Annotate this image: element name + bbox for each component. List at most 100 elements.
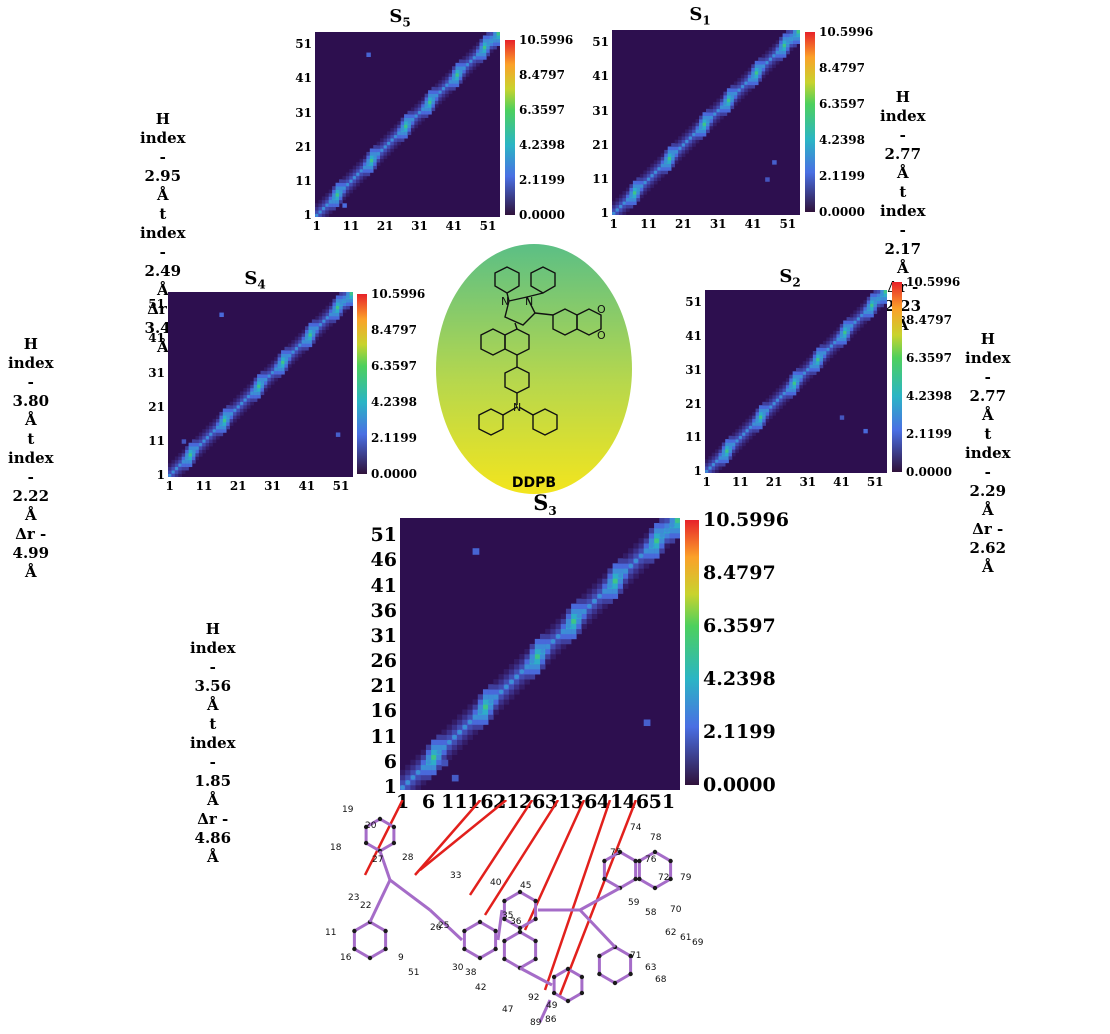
heatmap-cell: [414, 107, 419, 112]
heatmap-cell: [873, 310, 878, 315]
heatmap-cell: [738, 439, 743, 443]
heatmap-cell: [451, 744, 458, 751]
heatmap-cell: [420, 754, 427, 761]
heatmap-cell: [775, 405, 780, 409]
atom-node: [617, 849, 623, 855]
heatmap-cell: [458, 79, 463, 84]
heatmap-cell: [667, 163, 672, 168]
atom-number: 22: [360, 901, 371, 911]
heatmap-cell: [685, 143, 689, 147]
heatmap-cell: [775, 395, 780, 399]
heatmap-cell: [462, 729, 468, 735]
heatmap-cell: [250, 384, 254, 389]
heatmap-cell: [342, 309, 347, 313]
heatmap-cell: [733, 84, 738, 89]
heatmap-cell: [632, 194, 637, 199]
heatmap-cell: [226, 422, 230, 426]
index-line: H index - 2.77 Å: [880, 88, 926, 182]
heatmap-cell: [246, 391, 251, 396]
heatmap-cell: [400, 124, 405, 129]
atom-node: [628, 953, 633, 959]
atom-node: [628, 971, 633, 977]
heatmap-cell: [318, 199, 323, 204]
heatmap-cell: [332, 203, 336, 208]
heatmap-cell: [688, 129, 693, 134]
heatmap-cell: [188, 463, 193, 468]
heatmap-cell: [479, 42, 484, 47]
heatmap-cell: [612, 563, 619, 569]
heatmap-cell: [709, 112, 714, 116]
heatmap-cell: [467, 724, 473, 730]
panel-title-sub: 4: [257, 277, 266, 292]
heatmap-cell: [462, 719, 468, 725]
heatmap-cell: [826, 340, 830, 345]
heatmap-cell: [441, 97, 446, 101]
heatmap-cell: [880, 290, 884, 294]
heatmap-cell: [880, 300, 884, 304]
heatmap-cell: [524, 648, 530, 655]
colorbar-tick-label: 10.5996: [519, 33, 574, 47]
index-line: t index - 2.22 Å: [8, 430, 54, 524]
heatmap-diagonal-point: [346, 295, 350, 299]
heatmap-cell: [782, 50, 787, 55]
heatmap-cell: [669, 528, 676, 534]
atom-node: [668, 876, 673, 882]
heatmap-cell: [873, 303, 878, 308]
heatmap-cell: [802, 364, 807, 369]
heatmap-cell: [802, 378, 807, 382]
colorbar-tick-label: 2.1199: [519, 173, 565, 187]
y-tick-label: 21: [592, 137, 609, 152]
heatmap-cell: [462, 709, 468, 715]
heatmap-cell: [748, 435, 753, 440]
heatmap-cell: [643, 538, 650, 544]
heatmap-cell: [726, 88, 731, 92]
colorbar-tick-label: 4.2398: [819, 133, 865, 147]
heatmap-cell: [702, 115, 707, 120]
heatmap-cell: [362, 169, 367, 173]
heatmap-cell: [205, 439, 210, 444]
heatmap-cell: [185, 466, 189, 471]
heatmap-cell: [472, 704, 479, 710]
heatmap-cell: [482, 699, 489, 705]
colorbar-tick-label: 10.5996: [906, 275, 961, 289]
heatmap-cell: [738, 425, 743, 430]
heatmap-cell: [519, 664, 525, 670]
heatmap-cell: [174, 459, 179, 464]
heatmap-plot: [612, 30, 800, 215]
heatmap-cell: [748, 432, 753, 437]
heatmap-cell: [617, 578, 624, 584]
heatmap-cell: [806, 371, 810, 376]
heatmap-cell: [695, 132, 700, 137]
heatmap-diagonal-point: [728, 446, 732, 450]
heatmap-cell: [648, 533, 655, 539]
heatmap-diagonal-point: [493, 35, 497, 39]
heatmap-cell: [721, 459, 726, 464]
heatmap-cell: [404, 127, 408, 132]
heatmap-cell: [362, 172, 367, 177]
y-tick-label: 21: [685, 396, 702, 411]
x-tick-label: 11: [441, 791, 468, 813]
heatmap-cell: [628, 558, 634, 564]
heatmap-cell: [325, 193, 330, 197]
heatmap-cell: [455, 83, 460, 88]
heatmap-cell: [719, 115, 724, 120]
atom-number: 51: [408, 968, 419, 978]
heatmap-diagonal-point: [727, 98, 731, 102]
heatmap-diagonal-point: [240, 401, 244, 405]
atom-number: 92: [528, 993, 539, 1003]
heatmap-cell: [346, 302, 350, 307]
heatmap-diagonal-point: [342, 299, 346, 303]
heatmap-cell: [768, 53, 773, 58]
heatmap-diagonal-point: [373, 155, 377, 159]
heatmap-cell: [688, 139, 693, 144]
heatmap-cell: [839, 327, 844, 331]
atom-node: [652, 885, 658, 891]
heatmap-cell: [660, 153, 665, 158]
heatmap-cell: [212, 432, 217, 437]
heatmap-diagonal-point: [581, 608, 587, 614]
heatmap-diagonal-point: [489, 39, 493, 43]
heatmap-cell: [171, 463, 176, 468]
heatmap-cell: [789, 391, 793, 396]
heatmap-cell: [263, 384, 268, 389]
heatmap-cell: [786, 30, 790, 34]
